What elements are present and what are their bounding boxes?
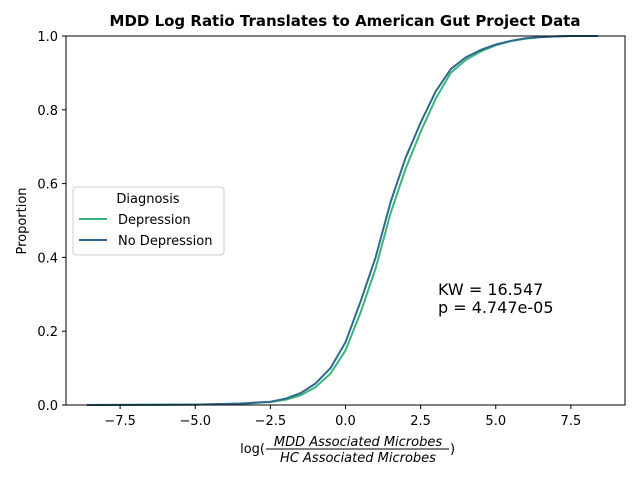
- legend-label-no-depression: No Depression: [118, 234, 212, 249]
- y-tick-label: 0.4: [37, 251, 58, 266]
- x-axis-label: log( MDD Associated Microbes HC Associat…: [240, 435, 455, 466]
- legend: Diagnosis Depression No Depression: [72, 186, 225, 256]
- y-tick-label: 0.6: [37, 178, 58, 193]
- series-line-no-depression: [86, 35, 598, 406]
- y-tick-label: 0.2: [37, 325, 58, 340]
- legend-title: Diagnosis: [116, 192, 179, 207]
- chart-title: MDD Log Ratio Translates to American Gut…: [110, 12, 581, 30]
- annotation-p: p = 4.747e-05: [438, 298, 554, 317]
- x-ticks: −7.5 −5.0 −2.5 0.0 2.5 5.0 7.5: [104, 405, 581, 429]
- x-axis-label-denominator: HC Associated Microbes: [280, 451, 436, 466]
- x-axis-label-numerator: MDD Associated Microbes: [274, 435, 442, 450]
- y-tick-label: 0.0: [37, 399, 58, 414]
- annotation-kw: KW = 16.547: [438, 280, 543, 299]
- x-tick-label: −7.5: [104, 414, 136, 429]
- y-ticks: 0.0 0.2 0.4 0.6 0.8 1.0: [37, 30, 66, 414]
- x-axis-label-suffix: ): [450, 442, 455, 457]
- x-tick-label: 2.5: [410, 414, 431, 429]
- x-axis-label-prefix: log(: [240, 442, 265, 457]
- series-group: [86, 35, 598, 406]
- legend-box: [72, 186, 225, 256]
- y-tick-label: 0.8: [37, 104, 58, 119]
- y-axis-label: Proportion: [15, 187, 30, 254]
- x-tick-label: −5.0: [179, 414, 211, 429]
- x-tick-label: 0.0: [335, 414, 356, 429]
- x-tick-label: −2.5: [255, 414, 287, 429]
- x-tick-label: 7.5: [561, 414, 582, 429]
- y-tick-label: 1.0: [37, 30, 58, 45]
- legend-label-depression: Depression: [118, 213, 191, 228]
- x-tick-label: 5.0: [485, 414, 506, 429]
